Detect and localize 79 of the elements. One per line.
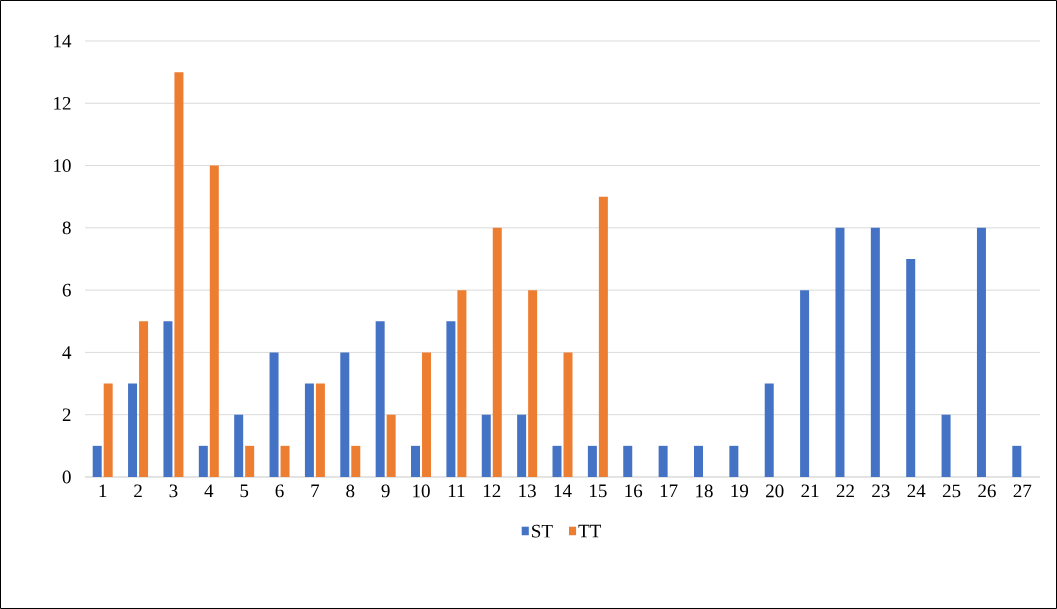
x-tick-label: 14 xyxy=(554,484,572,498)
bar xyxy=(906,258,916,477)
y-tick-label: 4 xyxy=(62,346,72,359)
x-tick-label: 5 xyxy=(240,484,249,498)
bar xyxy=(422,352,432,477)
x-tick-label: 4 xyxy=(204,484,214,498)
x-tick-label: 2 xyxy=(134,484,142,498)
bar xyxy=(528,290,538,477)
legend-label: TT xyxy=(578,524,601,538)
x-tick-label: 10 xyxy=(413,484,430,498)
bar xyxy=(198,445,208,477)
bar xyxy=(245,445,255,477)
bar xyxy=(446,321,456,477)
x-tick-label: 16 xyxy=(625,484,643,498)
y-tick-label: 8 xyxy=(62,221,71,235)
bar xyxy=(492,227,502,477)
x-tick-label: 11 xyxy=(448,484,465,498)
bar xyxy=(163,321,173,477)
x-tick-label: 22 xyxy=(836,484,854,498)
bar xyxy=(103,383,113,477)
bar xyxy=(623,445,633,477)
x-tick-label: 3 xyxy=(169,484,178,498)
bar xyxy=(340,352,350,477)
x-tick-label: 27 xyxy=(1013,484,1032,498)
bar xyxy=(517,414,527,477)
x-tick-label: 21 xyxy=(801,484,819,498)
x-tick-label: 8 xyxy=(346,484,355,498)
bar xyxy=(658,445,668,477)
x-tick-label: 19 xyxy=(731,484,749,498)
y-tick-label: 14 xyxy=(54,34,72,48)
x-tick-label: 13 xyxy=(519,484,536,498)
bar xyxy=(693,445,703,477)
bar xyxy=(315,383,325,477)
x-tick-label: 25 xyxy=(942,484,961,498)
bar xyxy=(411,445,421,477)
bar xyxy=(835,227,845,477)
x-tick-label: 6 xyxy=(275,484,284,498)
bar xyxy=(139,321,149,477)
x-tick-label: 20 xyxy=(766,484,784,498)
legend-label: ST xyxy=(532,524,553,538)
y-tick-label: 10 xyxy=(54,159,71,172)
bar xyxy=(375,321,385,477)
x-tick-label: 15 xyxy=(590,484,607,498)
x-tick-label: 26 xyxy=(978,484,996,498)
bar xyxy=(976,227,986,477)
bar xyxy=(92,445,102,477)
x-tick-label: 9 xyxy=(381,484,390,498)
x-tick-label: 18 xyxy=(696,484,713,498)
x-tick-label: 1 xyxy=(99,484,107,498)
bar xyxy=(234,414,244,477)
y-tick-label: 2 xyxy=(62,408,71,421)
x-tick-label: 7 xyxy=(311,484,320,497)
x-tick-label: 12 xyxy=(483,484,501,498)
y-tick-label: 0 xyxy=(62,470,71,484)
bar xyxy=(587,445,597,477)
bar xyxy=(800,290,810,477)
bar xyxy=(174,72,184,477)
bar xyxy=(764,383,774,477)
bar xyxy=(269,352,279,477)
bar xyxy=(552,445,562,477)
bar xyxy=(870,227,880,477)
bar xyxy=(209,165,219,477)
bar xyxy=(598,196,608,477)
bar xyxy=(1012,445,1022,477)
bar xyxy=(386,414,396,477)
bar xyxy=(729,445,739,477)
bar xyxy=(563,352,573,477)
bar xyxy=(481,414,491,477)
bar xyxy=(457,290,467,477)
y-tick-label: 6 xyxy=(62,283,71,297)
bar xyxy=(351,445,361,477)
x-tick-label: 17 xyxy=(660,484,678,498)
bar xyxy=(304,383,314,477)
bar xyxy=(280,445,290,477)
x-tick-label: 24 xyxy=(907,484,926,498)
x-tick-label: 23 xyxy=(872,484,890,498)
bar xyxy=(941,414,951,477)
y-tick-label: 12 xyxy=(54,96,71,110)
bar xyxy=(128,383,138,477)
